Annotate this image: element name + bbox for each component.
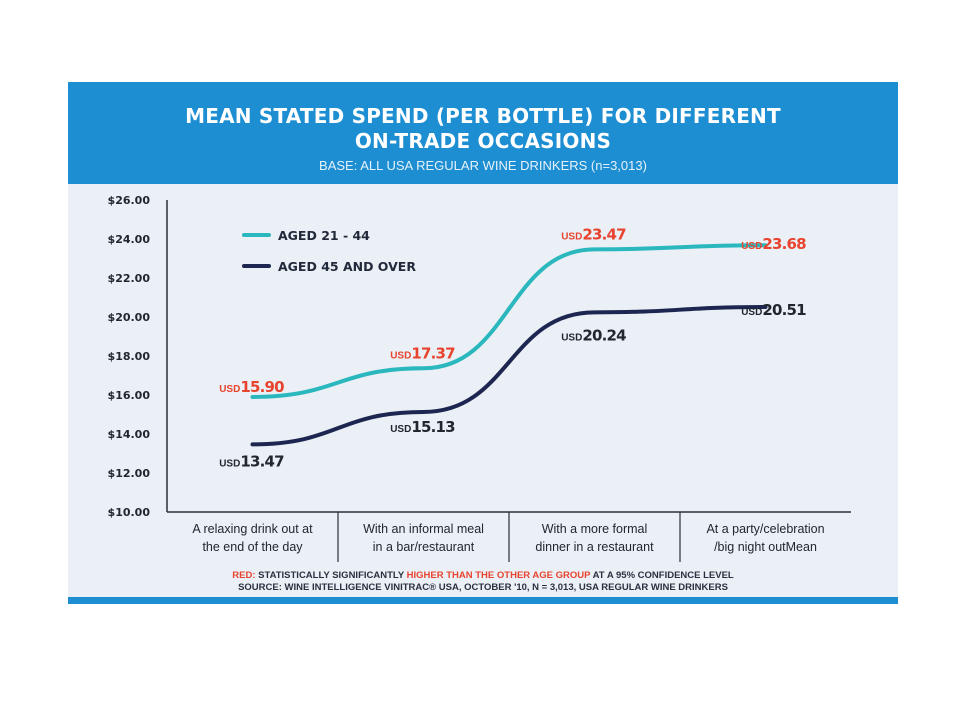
legend-label: AGED 21 - 44 xyxy=(278,228,370,243)
series-line-2 xyxy=(250,305,768,447)
x-category-label: in a bar/restaurant xyxy=(373,540,475,554)
chart-header: MEAN STATED SPEND (PER BOTTLE) FOR DIFFE… xyxy=(68,82,898,184)
y-tick-label: $14.00 xyxy=(108,428,151,441)
y-tick-label: $22.00 xyxy=(108,272,151,285)
x-category-label: With a more formal xyxy=(542,522,648,536)
x-category-label: A relaxing drink out at xyxy=(192,522,313,536)
y-tick-label: $18.00 xyxy=(108,350,151,363)
line-chart: $10.00 $12.00 $14.00 $16.00 $18.00 $20.00 $22.… xyxy=(108,194,851,562)
y-tick-label: $24.00 xyxy=(108,233,151,246)
data-label: USD15.90 xyxy=(219,378,284,396)
x-category-label: dinner in a restaurant xyxy=(535,540,654,554)
footnote-text-b: AT A 95% CONFIDENCE LEVEL xyxy=(590,570,734,581)
y-tick-label: $12.00 xyxy=(108,467,151,480)
y-axis-ticks: $10.00 $12.00 $14.00 $16.00 $18.00 $20.00 $22.… xyxy=(108,194,151,519)
data-label: USD23.47 xyxy=(561,225,626,243)
data-label: USD20.24 xyxy=(561,326,626,344)
chart-subtitle: BASE: ALL USA REGULAR WINE DRINKERS (n=3… xyxy=(319,158,647,173)
chart-title-line-2: ON-TRADE OCCASIONS xyxy=(354,129,612,153)
footnote-highlight: HIGHER THAN THE OTHER AGE GROUP xyxy=(406,570,591,581)
bottom-accent-bar xyxy=(68,597,898,604)
y-tick-label: $10.00 xyxy=(108,506,151,519)
x-category-label: With an informal meal xyxy=(363,522,484,536)
chart-title-line-1: MEAN STATED SPEND (PER BOTTLE) FOR DIFFE… xyxy=(185,104,781,128)
chart-card: MEAN STATED SPEND (PER BOTTLE) FOR DIFFE… xyxy=(68,82,898,604)
series-line-1 xyxy=(250,243,768,399)
footnote-source: SOURCE: WINE INTELLIGENCE VINITRAC® USA,… xyxy=(238,582,728,593)
legend: AGED 21 - 44 AGED 45 AND OVER xyxy=(242,228,416,274)
footnote-text-a: STATISTICALLY SIGNIFICANTLY xyxy=(255,570,407,581)
data-label: USD17.37 xyxy=(390,344,455,362)
data-label: USD20.51 xyxy=(741,301,806,319)
footnote: RED: STATISTICALLY SIGNIFICANTLY HIGHER … xyxy=(68,570,898,594)
y-tick-label: $26.00 xyxy=(108,194,151,207)
x-category-label: At a party/celebration xyxy=(706,522,824,536)
footnote-red-key: RED: xyxy=(232,570,256,581)
x-axis-categories: A relaxing drink out at the end of the da… xyxy=(192,522,824,554)
data-label: USD23.68 xyxy=(741,235,806,253)
data-labels: USD15.90 USD17.37 USD23.47 USD23.68 USD13.47… xyxy=(219,225,807,470)
x-category-label: the end of the day xyxy=(202,540,303,554)
y-tick-label: $16.00 xyxy=(108,389,151,402)
series-lines xyxy=(250,243,768,447)
data-label: USD15.13 xyxy=(390,418,455,436)
data-label: USD13.47 xyxy=(219,452,284,470)
axes xyxy=(166,200,851,562)
x-category-label: /big night outMean xyxy=(714,540,817,554)
legend-label: AGED 45 AND OVER xyxy=(278,259,416,274)
y-tick-label: $20.00 xyxy=(108,311,151,324)
